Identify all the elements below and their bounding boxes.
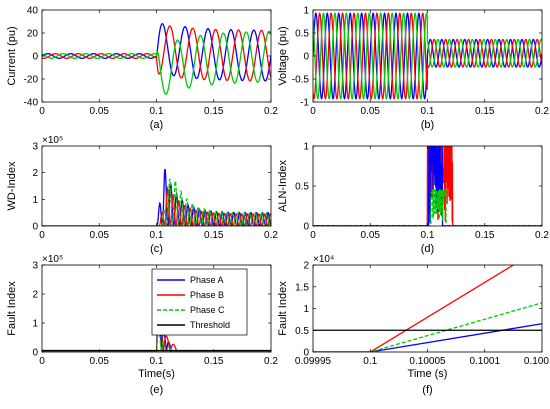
x-tick-label: 0 bbox=[310, 106, 316, 117]
y-axis-label: Current (pu) bbox=[6, 26, 18, 85]
y-axis-label: Fault Index bbox=[277, 281, 289, 336]
y-axis-label: WD-Index bbox=[6, 161, 18, 210]
x-axis-label: Time (s) bbox=[408, 368, 448, 380]
legend: Phase A Phase B Phase C Threshold bbox=[151, 268, 248, 336]
y-tick-label: 1 bbox=[303, 304, 309, 315]
series-line-2-1 bbox=[313, 12, 542, 100]
x-tick-label: 0.1001 bbox=[469, 356, 500, 367]
exponent-label: ×10⁵ bbox=[42, 135, 63, 146]
subplot-caption: (e) bbox=[150, 384, 163, 396]
y-axis-label: ALN-Index bbox=[277, 160, 289, 212]
axes-frame bbox=[312, 264, 543, 353]
x-tick-label: 0.15 bbox=[204, 356, 224, 367]
series-line-6-3 bbox=[313, 302, 542, 352]
legend-entry: Phase B bbox=[190, 290, 224, 300]
x-tick-label: 0.2 bbox=[264, 106, 278, 117]
y-tick-label: -40 bbox=[24, 98, 39, 109]
x-tick-label: 0.2 bbox=[535, 230, 549, 241]
legend-entry: Phase A bbox=[190, 275, 224, 285]
x-tick-label: 0.15 bbox=[475, 106, 495, 117]
x-tick-label: 0 bbox=[310, 230, 316, 241]
series-line-6-2 bbox=[313, 265, 514, 352]
x-tick-label: 0 bbox=[39, 230, 45, 241]
x-tick-label: 0.1 bbox=[150, 230, 164, 241]
subplot-caption: (f) bbox=[422, 384, 432, 396]
subplot-caption: (b) bbox=[421, 119, 434, 131]
y-tick-label: 0 bbox=[32, 348, 38, 359]
x-tick-label: 0 bbox=[39, 106, 45, 117]
exponent-label: ×10⁴ bbox=[313, 254, 334, 265]
x-tick-label: 0.05 bbox=[361, 106, 381, 117]
x-tick-label: 0.15 bbox=[204, 230, 224, 241]
y-tick-label: 3 bbox=[32, 142, 38, 153]
x-tick-label: 0.1 bbox=[363, 356, 377, 367]
x-tick-label: 0.09995 bbox=[295, 356, 332, 367]
x-tick-label: 0 bbox=[39, 356, 45, 367]
exponent-label: ×10⁵ bbox=[42, 254, 63, 265]
y-tick-label: 2 bbox=[303, 261, 309, 272]
subplot-3: 0 0.05 0.1 0.15 0.2 0 1 2 3 ×10⁵ WD-Index (c) bbox=[6, 135, 278, 255]
subplot-caption: (d) bbox=[421, 243, 434, 255]
series-line-6-1 bbox=[313, 323, 542, 352]
series-line-3-2 bbox=[42, 185, 271, 226]
x-tick-label: 0.1 bbox=[150, 106, 164, 117]
y-tick-label: 0 bbox=[32, 52, 38, 63]
x-tick-label: 0.15 bbox=[204, 106, 224, 117]
series-line-4-1 bbox=[313, 146, 542, 226]
x-tick-label: 0.1 bbox=[150, 356, 164, 367]
series-line-2-3 bbox=[313, 12, 542, 100]
y-tick-label: 40 bbox=[27, 6, 39, 17]
series-line-1-3 bbox=[42, 30, 271, 95]
subplot-2: 0 0.05 0.1 0.15 0.2 -1 -0.5 0 0.5 1 Voltage (pu) (b… bbox=[277, 6, 549, 132]
series-line-3-1 bbox=[42, 168, 271, 226]
y-tick-label: 0.5 bbox=[295, 326, 309, 337]
series-line-3-3 bbox=[42, 178, 271, 226]
legend-entry: Phase C bbox=[190, 305, 225, 315]
x-tick-label: 0.2 bbox=[535, 106, 549, 117]
y-tick-label: 0 bbox=[32, 222, 38, 233]
y-tick-label: 1 bbox=[32, 195, 38, 206]
y-tick-label: 0 bbox=[303, 52, 309, 63]
x-tick-label: 0.05 bbox=[361, 230, 381, 241]
x-tick-label: 0.05 bbox=[90, 106, 110, 117]
y-tick-label: 1 bbox=[303, 6, 309, 17]
y-tick-label: -1 bbox=[300, 98, 309, 109]
y-tick-label: 2 bbox=[32, 290, 38, 301]
y-axis-label: Fault Index bbox=[6, 281, 18, 336]
subplot-4: 0 0.05 0.1 0.15 0.2 0 0.5 1 ALN-Index (d) bbox=[277, 142, 549, 256]
x-tick-label: 0.05 bbox=[90, 230, 110, 241]
x-tick-label: 0.2 bbox=[264, 356, 278, 367]
y-tick-label: 1 bbox=[32, 319, 38, 330]
y-tick-label: 1.5 bbox=[295, 282, 309, 293]
x-tick-label: 0.05 bbox=[90, 356, 110, 367]
y-tick-label: -0.5 bbox=[292, 75, 310, 86]
subplot-1: 0 0.05 0.1 0.15 0.2 -40 -20 0 20 40 Current (pu) (a… bbox=[6, 6, 278, 132]
x-tick-label: 0.10015 bbox=[524, 356, 550, 367]
legend-entry: Threshold bbox=[190, 320, 230, 330]
subplot-caption: (c) bbox=[150, 243, 163, 255]
x-tick-label: 0.1 bbox=[421, 106, 435, 117]
y-tick-label: 0 bbox=[303, 222, 309, 233]
y-axis-label: Voltage (pu) bbox=[277, 26, 289, 85]
subplot-caption: (a) bbox=[150, 119, 163, 131]
y-tick-label: -20 bbox=[24, 75, 39, 86]
x-tick-label: 0.10005 bbox=[409, 356, 446, 367]
y-tick-label: 20 bbox=[27, 29, 39, 40]
y-tick-label: 0 bbox=[303, 348, 309, 359]
x-tick-label: 0.1 bbox=[421, 230, 435, 241]
x-axis-label: Time(s) bbox=[138, 368, 175, 380]
y-tick-label: 1 bbox=[303, 142, 309, 153]
series-line-2-2 bbox=[313, 12, 542, 100]
y-tick-label: 2 bbox=[32, 168, 38, 179]
x-tick-label: 0.2 bbox=[264, 230, 278, 241]
x-tick-label: 0.15 bbox=[475, 230, 495, 241]
subplot-6: 0.09995 0.1 0.10005 0.1001 0.10015 0 0.5 1 1.5 2 ×… bbox=[277, 254, 550, 396]
y-tick-label: 3 bbox=[32, 261, 38, 272]
y-tick-label: 0.5 bbox=[295, 182, 309, 193]
y-tick-label: 0.5 bbox=[295, 29, 309, 40]
subplot-5: 0 0.05 0.1 0.15 0.2 0 1 2 3 ×10⁵ Fault Index Time(s… bbox=[6, 254, 278, 396]
